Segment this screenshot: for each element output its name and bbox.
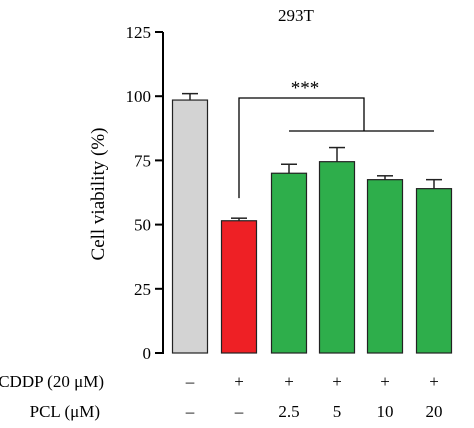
condition-value-2-6: 20	[426, 402, 443, 421]
condition-value-2-4: 5	[333, 402, 342, 421]
bar-6	[415, 188, 453, 354]
condition-value-1-5: +	[380, 372, 390, 391]
bar-3	[270, 172, 308, 354]
y-tick-label-0: 0	[143, 344, 152, 363]
chart-title: 293T	[278, 6, 315, 25]
condition-value-1-2: +	[234, 372, 244, 391]
condition-value-1-4: +	[332, 372, 342, 391]
condition-table: CDDP (20 μM) – + + + + + PCL (μM) – – 2.5 5 10 20	[0, 372, 443, 421]
y-tick-label-4: 100	[126, 87, 152, 106]
significance-label: ***	[291, 78, 320, 99]
condition-label-2: PCL (μM)	[30, 402, 100, 421]
y-axis: 0 25 50 75 100 125	[126, 23, 164, 363]
bar-2	[220, 220, 258, 354]
bar-5	[366, 179, 404, 354]
condition-value-1-3: +	[284, 372, 294, 391]
y-tick-label-5: 125	[126, 23, 152, 42]
condition-value-2-1: –	[185, 402, 195, 421]
y-tick-label-2: 50	[134, 216, 151, 235]
y-axis-label: Cell viability (%)	[88, 128, 109, 261]
bar-4	[318, 161, 356, 354]
condition-value-2-5: 10	[377, 402, 394, 421]
bars	[171, 92, 453, 354]
condition-value-1-1: –	[185, 372, 195, 391]
condition-value-1-6: +	[429, 372, 439, 391]
significance-bracket: ***	[238, 78, 434, 199]
y-tick-label-1: 25	[134, 280, 151, 299]
y-tick-label-3: 75	[134, 151, 151, 170]
condition-label-1: CDDP (20 μM)	[0, 372, 104, 391]
condition-value-2-2: –	[234, 402, 244, 421]
bar-1	[171, 99, 209, 354]
significance-bracket-upper	[238, 97, 365, 199]
condition-value-2-3: 2.5	[278, 402, 299, 421]
